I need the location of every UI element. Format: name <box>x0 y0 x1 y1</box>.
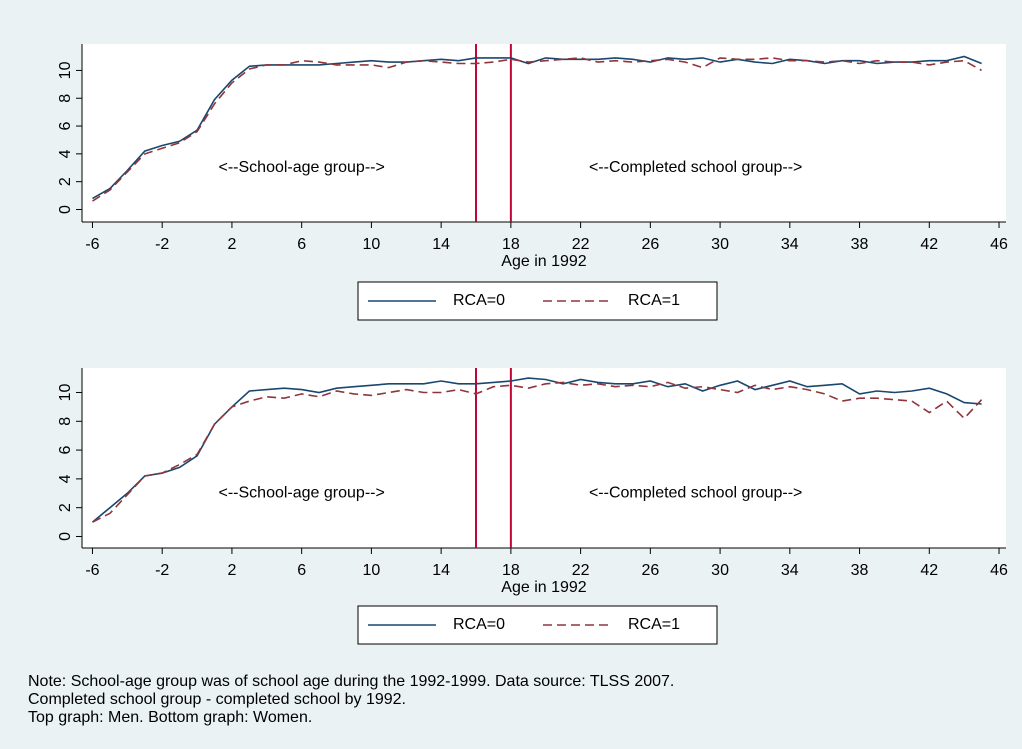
note-line: Note: School-age group was of school age… <box>28 673 674 690</box>
x-tick-label: 30 <box>711 236 729 253</box>
y-tick-label: 4 <box>57 149 74 158</box>
x-tick-label: 10 <box>363 562 381 579</box>
y-tick-label: 10 <box>57 383 74 401</box>
y-tick-label: 10 <box>57 61 74 79</box>
x-tick-label: 18 <box>502 236 520 253</box>
x-tick-label: -6 <box>85 562 99 579</box>
x-tick-label: 34 <box>781 562 799 579</box>
x-tick-label: 22 <box>572 562 590 579</box>
x-tick-label: 14 <box>432 236 450 253</box>
annotation: <--Completed school group--> <box>589 484 802 501</box>
x-tick-label: -6 <box>85 236 99 253</box>
y-tick-label: 8 <box>57 94 74 103</box>
x-tick-label: 30 <box>711 562 729 579</box>
y-tick-label: 0 <box>57 205 74 214</box>
series-line <box>92 381 983 523</box>
annotation: <--School-age group--> <box>219 159 385 176</box>
y-tick-label: 6 <box>57 446 74 455</box>
note-line: Completed school group - completed schoo… <box>28 691 406 708</box>
note-line: Top graph: Men. Bottom graph: Women. <box>28 709 312 726</box>
x-tick-label: 42 <box>920 236 938 253</box>
x-tick-label: 22 <box>572 236 590 253</box>
y-tick-label: 2 <box>57 177 74 186</box>
x-tick-label: -2 <box>155 562 169 579</box>
x-tick-label: 2 <box>227 562 236 579</box>
x-tick-label: 38 <box>851 562 869 579</box>
x-tick-label: 6 <box>297 562 306 579</box>
plot-area <box>82 44 1006 222</box>
y-tick-label: 6 <box>57 122 74 131</box>
x-tick-label: 26 <box>641 562 659 579</box>
x-tick-label: 38 <box>851 236 869 253</box>
legend-label: RCA=0 <box>453 616 505 633</box>
x-tick-label: 14 <box>432 562 450 579</box>
x-tick-label: 6 <box>297 236 306 253</box>
legend-label: RCA=0 <box>453 292 505 309</box>
y-tick-label: 4 <box>57 474 74 483</box>
series-line <box>91 377 982 523</box>
x-tick-label: 34 <box>781 236 799 253</box>
annotation: <--School-age group--> <box>219 484 385 501</box>
x-tick-label: 26 <box>641 236 659 253</box>
y-tick-label: 0 <box>57 532 74 541</box>
y-tick-label: 2 <box>57 503 74 512</box>
plot-area <box>82 368 1006 548</box>
legend-label: RCA=1 <box>628 292 680 309</box>
x-axis-label: Age in 1992 <box>501 579 587 596</box>
series-line <box>92 57 982 202</box>
x-tick-label: 2 <box>227 236 236 253</box>
x-tick-label: 18 <box>502 562 520 579</box>
legend-label: RCA=1 <box>628 616 680 633</box>
x-tick-label: 10 <box>363 236 381 253</box>
x-tick-label: 46 <box>990 236 1008 253</box>
x-tick-label: 46 <box>990 562 1008 579</box>
x-tick-label: 42 <box>920 562 938 579</box>
annotation: <--Completed school group--> <box>589 159 802 176</box>
x-axis-label: Age in 1992 <box>501 253 587 270</box>
x-tick-label: -2 <box>155 236 169 253</box>
y-tick-label: 8 <box>57 417 74 426</box>
